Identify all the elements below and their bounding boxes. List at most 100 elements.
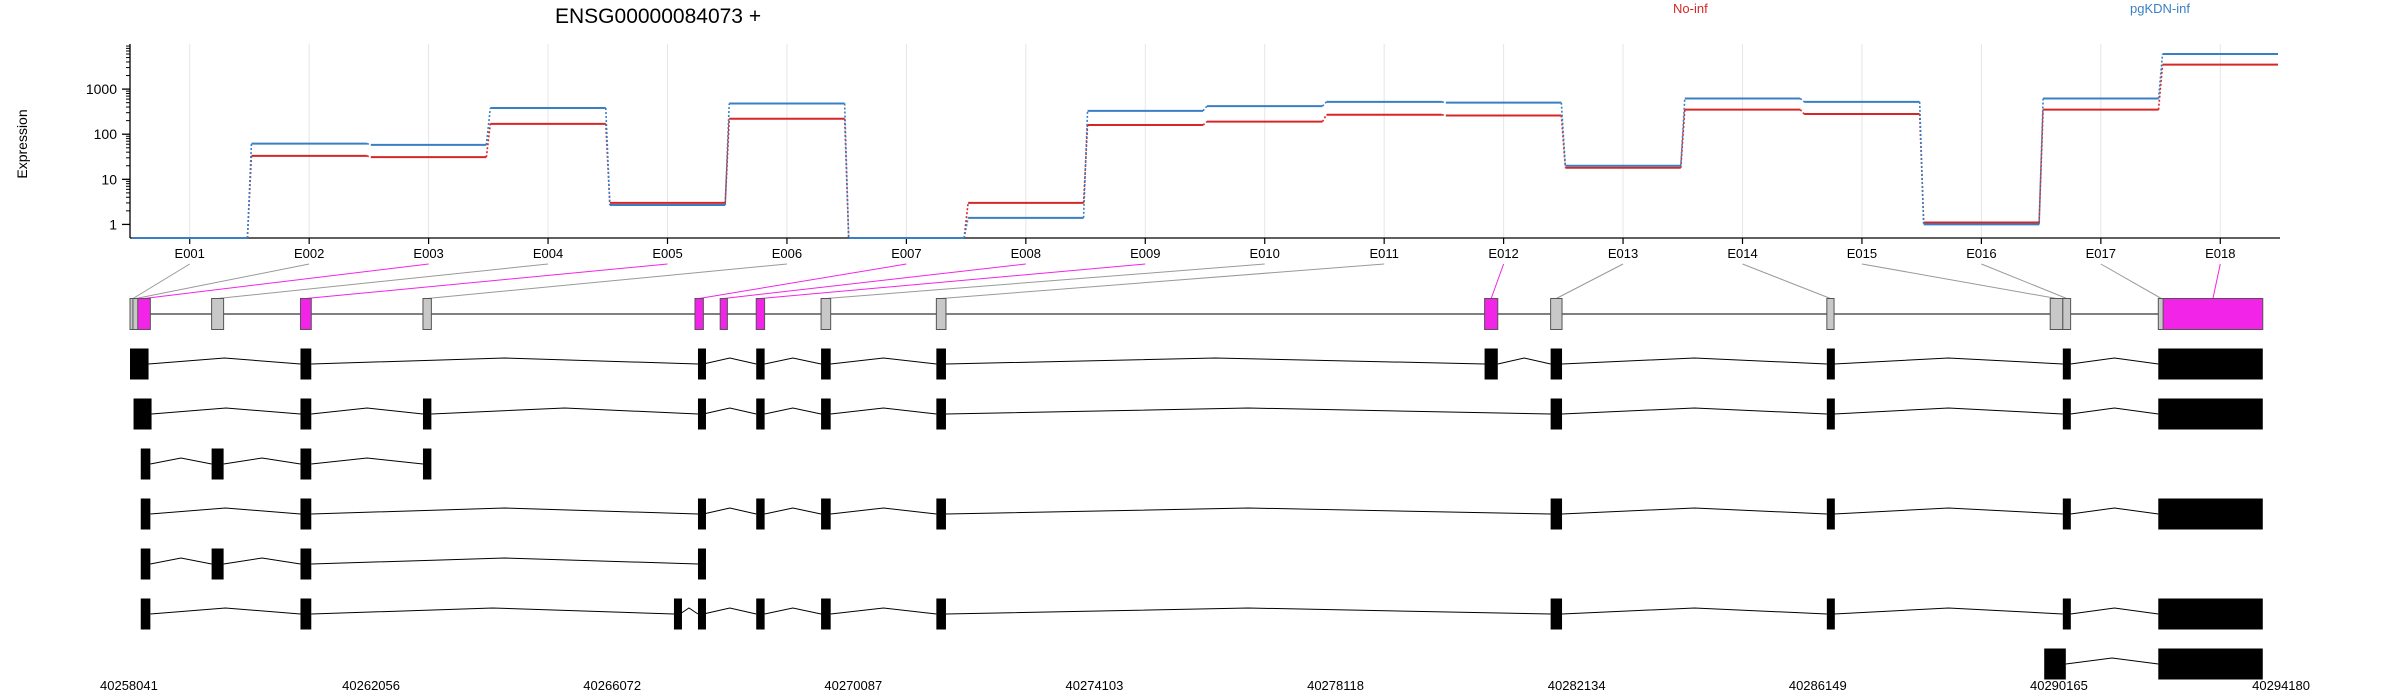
intron — [151, 407, 301, 415]
bin-connector — [132, 263, 190, 299]
bin-connector — [941, 263, 1385, 299]
transcript-exon — [133, 398, 152, 430]
series-connector — [246, 143, 253, 239]
exon-bin-e014 — [1826, 298, 1835, 330]
bin-connector — [825, 263, 1265, 299]
transcript-exon — [936, 348, 946, 380]
x-tick-label: E009 — [1130, 246, 1160, 261]
genomic-tick-label: 40290165 — [2030, 678, 2088, 693]
x-tick-label: E008 — [1011, 246, 1041, 261]
series-connector — [604, 123, 611, 203]
series — [132, 63, 2278, 239]
series-connector — [366, 155, 372, 158]
intron — [2070, 607, 2159, 615]
legend-no-inf: No-inf — [1673, 1, 1708, 16]
x-tick-label: E007 — [891, 246, 921, 261]
series-connector — [1202, 121, 1208, 126]
bin-connector — [305, 263, 668, 299]
intron — [311, 557, 698, 565]
bin-connector — [1556, 263, 1624, 299]
intron — [1562, 407, 1827, 415]
series-connector — [1799, 97, 1805, 103]
intron — [703, 607, 757, 615]
transcript-exon — [821, 498, 831, 530]
transcript-exon — [1826, 398, 1835, 430]
series-connector — [1321, 114, 1328, 123]
intron — [311, 407, 424, 415]
transcript-exon — [211, 448, 224, 480]
genomic-tick-label: 40274103 — [1066, 678, 1124, 693]
transcript-exon — [936, 398, 946, 430]
intron — [150, 607, 301, 615]
intron — [764, 507, 822, 515]
exon-bin-e004 — [211, 298, 225, 330]
legend-pgkdn-inf: pgKDN-inf — [2130, 1, 2190, 16]
exon-bin-e018 — [2162, 298, 2264, 330]
series-connector — [1799, 109, 1805, 115]
transcript-exon — [300, 598, 312, 630]
intron — [1562, 357, 1827, 365]
expression-plot: 1 10 100 1000 E001 E002 E003 E004 E005 E006 E007 E0… — [86, 44, 2280, 261]
series-connector — [1082, 124, 1089, 203]
transcript-exon — [300, 548, 312, 580]
intron — [150, 507, 301, 515]
intron — [2070, 357, 2159, 365]
transcript-exon — [936, 498, 946, 530]
y-tick-label: 1000 — [86, 81, 117, 97]
exon-bin-e010 — [820, 298, 832, 330]
y-axis-label: Expression — [14, 109, 30, 178]
intron — [830, 407, 937, 415]
bin-connector — [2100, 263, 2162, 299]
bin-connectors — [132, 263, 2221, 299]
x-tick-label: E005 — [652, 246, 682, 261]
transcript-exon — [300, 498, 312, 530]
exon-bin-e012 — [1484, 298, 1499, 330]
transcript-exon — [821, 598, 831, 630]
transcript-exon — [2158, 398, 2263, 430]
exon-bin-e006 — [422, 298, 432, 330]
series-connector — [2038, 109, 2044, 223]
x-tick-label: E017 — [2086, 246, 2116, 261]
intron — [830, 507, 937, 515]
intron — [830, 607, 937, 615]
series-connector — [604, 108, 611, 205]
intron — [311, 607, 674, 615]
transcript-exon — [756, 398, 765, 430]
intron — [1562, 507, 1827, 515]
genomic-tick-label: 40282134 — [1548, 678, 1606, 693]
transcript-exon — [211, 548, 224, 580]
series-connector — [1441, 101, 1447, 104]
transcript-exon — [140, 548, 151, 580]
intron — [764, 607, 822, 615]
transcript-exon — [1550, 398, 1563, 430]
exon-bin-e011 — [935, 298, 947, 330]
bin-connector — [699, 263, 907, 299]
x-tick-label: E011 — [1369, 246, 1398, 261]
intron — [2070, 507, 2159, 515]
transcript-exon — [1826, 598, 1835, 630]
transcript-tracks — [130, 348, 2263, 680]
transcript-exon — [756, 348, 765, 380]
genomic-tick-label: 40266072 — [583, 678, 641, 693]
exon-bin-e008 — [719, 298, 728, 330]
intron — [764, 357, 822, 365]
x-tick-label: E006 — [772, 246, 802, 261]
exon-bin-e013 — [1550, 298, 1563, 330]
x-tick-label: E018 — [2205, 246, 2235, 261]
intron — [1834, 357, 2063, 365]
intron — [703, 407, 757, 415]
series-connector — [1441, 113, 1447, 117]
exon-bin-e016 — [2062, 298, 2072, 330]
transcript-exon — [2158, 348, 2263, 380]
chart-title: ENSG00000084073 + — [555, 5, 761, 28]
intron — [2065, 657, 2159, 665]
transcript — [133, 398, 2263, 430]
series-connector — [1560, 102, 1567, 166]
x-tick-label: E014 — [1727, 246, 1757, 261]
transcript-exon — [2062, 348, 2071, 380]
genomic-tick-label: 40286149 — [1789, 678, 1847, 693]
x-tick-label: E003 — [413, 246, 443, 261]
exon-bin-e003 — [137, 298, 151, 330]
bin-connector — [760, 263, 1146, 299]
